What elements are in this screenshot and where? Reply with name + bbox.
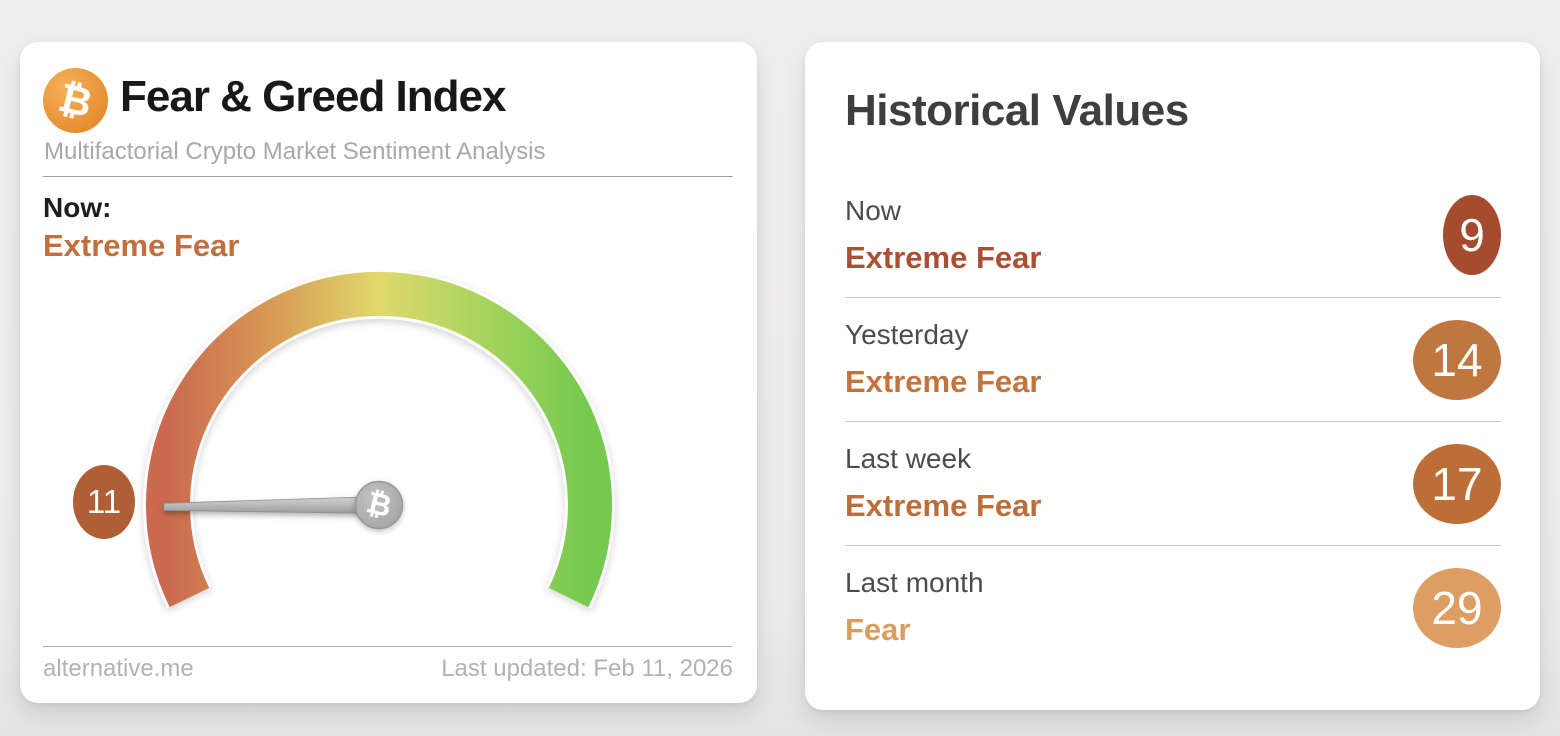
historical-title: Historical Values [845, 86, 1189, 135]
historical-card: Historical Values Now Extreme Fear 9 Yes… [805, 42, 1540, 710]
last-updated-text: Last updated: Feb 11, 2026 [441, 655, 733, 682]
fng-footer: alternative.me Last updated: Feb 11, 202… [43, 655, 733, 683]
row-period-label: Last week [845, 443, 972, 474]
card-subtitle: Multifactorial Crypto Market Sentiment A… [44, 138, 546, 165]
row-value-badge: 17 [1413, 443, 1501, 524]
card-title: Fear & Greed Index [120, 72, 506, 121]
fng-card: ₿ Fear & Greed Index Multifactorial Cryp… [20, 42, 757, 703]
historical-row: Now Extreme Fear 9 [845, 173, 1501, 297]
row-period-label: Yesterday [845, 319, 969, 350]
row-period-label: Now [845, 194, 902, 226]
row-classification: Fear [845, 612, 911, 647]
bitcoin-logo-icon: ₿ [43, 68, 108, 133]
row-value-badge: 9 [1443, 195, 1501, 275]
gauge-hub [354, 480, 404, 530]
historical-rows: Now Extreme Fear 9 Yesterday Extreme Fea… [845, 173, 1501, 669]
gauge-arc [146, 271, 612, 608]
gauge-needle [163, 496, 380, 514]
header-divider [43, 176, 733, 177]
row-classification: Extreme Fear [845, 488, 1042, 523]
bitcoin-glyph: ₿ [54, 74, 97, 127]
row-classification: Extreme Fear [845, 364, 1042, 399]
now-label: Now: [43, 192, 112, 223]
row-classification: Extreme Fear [845, 239, 1042, 275]
historical-row: Last month Fear 29 [845, 545, 1501, 669]
footer-divider [43, 646, 733, 647]
now-classification: Extreme Fear [43, 228, 240, 263]
row-value-badge: 29 [1413, 567, 1501, 648]
gauge-value-badge: 11 [73, 465, 135, 539]
historical-row: Last week Extreme Fear 17 [845, 421, 1501, 545]
historical-row: Yesterday Extreme Fear 14 [845, 297, 1501, 421]
row-value-badge: 14 [1413, 319, 1501, 400]
row-period-label: Last month [845, 567, 984, 598]
fear-greed-gauge: ₿ [143, 270, 615, 609]
alternative-me-link[interactable]: alternative.me [43, 655, 194, 682]
